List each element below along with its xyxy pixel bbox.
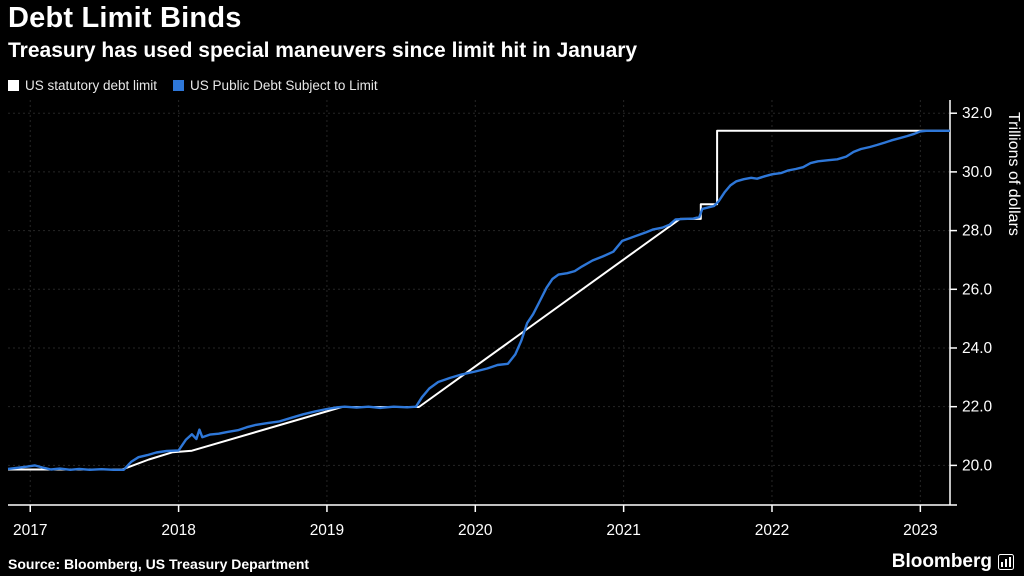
series-line-us-public-debt-subject-to-limit (7, 129, 950, 471)
chart-legend: US statutory debt limit US Public Debt S… (8, 78, 378, 93)
source-caption: Source: Bloomberg, US Treasury Departmen… (8, 556, 310, 572)
y-axis-tick-label: 22.0 (962, 399, 993, 416)
x-axis-tick-label: 2018 (161, 522, 195, 539)
legend-item-statutory-limit: US statutory debt limit (8, 78, 157, 93)
legend-label: US statutory debt limit (25, 78, 158, 93)
series-line-us-statutory-debt-limit (8, 129, 950, 471)
y-axis-tick-label: 20.0 (962, 457, 993, 474)
legend-label: US Public Debt Subject to Limit (190, 78, 378, 93)
y-axis-title: Trillions of dollars (1005, 112, 1022, 236)
y-axis-tick-label: 28.0 (962, 223, 993, 240)
y-axis-tick-label: 32.0 (962, 105, 993, 122)
y-axis-tick-label: 26.0 (962, 281, 993, 298)
x-axis-tick-label: 2020 (458, 522, 493, 539)
page-subtitle: Treasury has used special maneuvers sinc… (8, 39, 638, 62)
x-axis-tick-label: 2022 (755, 522, 789, 539)
page-title: Debt Limit Binds (8, 2, 242, 34)
legend-swatch-icon (173, 80, 185, 91)
x-axis-tick-label: 2021 (606, 522, 640, 539)
bloomberg-logo: Bloomberg (892, 551, 1014, 573)
bloomberg-logo-icon (998, 554, 1014, 570)
x-axis-tick-label: 2017 (13, 522, 47, 539)
y-axis-tick-label: 24.0 (962, 340, 993, 357)
y-axis-tick-label: 30.0 (962, 164, 993, 181)
legend-swatch-icon (8, 80, 19, 91)
x-axis-tick-label: 2019 (310, 522, 344, 539)
bloomberg-wordmark: Bloomberg (891, 551, 992, 572)
legend-item-public-debt: US Public Debt Subject to Limit (173, 78, 378, 93)
x-axis-tick-label: 2023 (903, 522, 937, 539)
